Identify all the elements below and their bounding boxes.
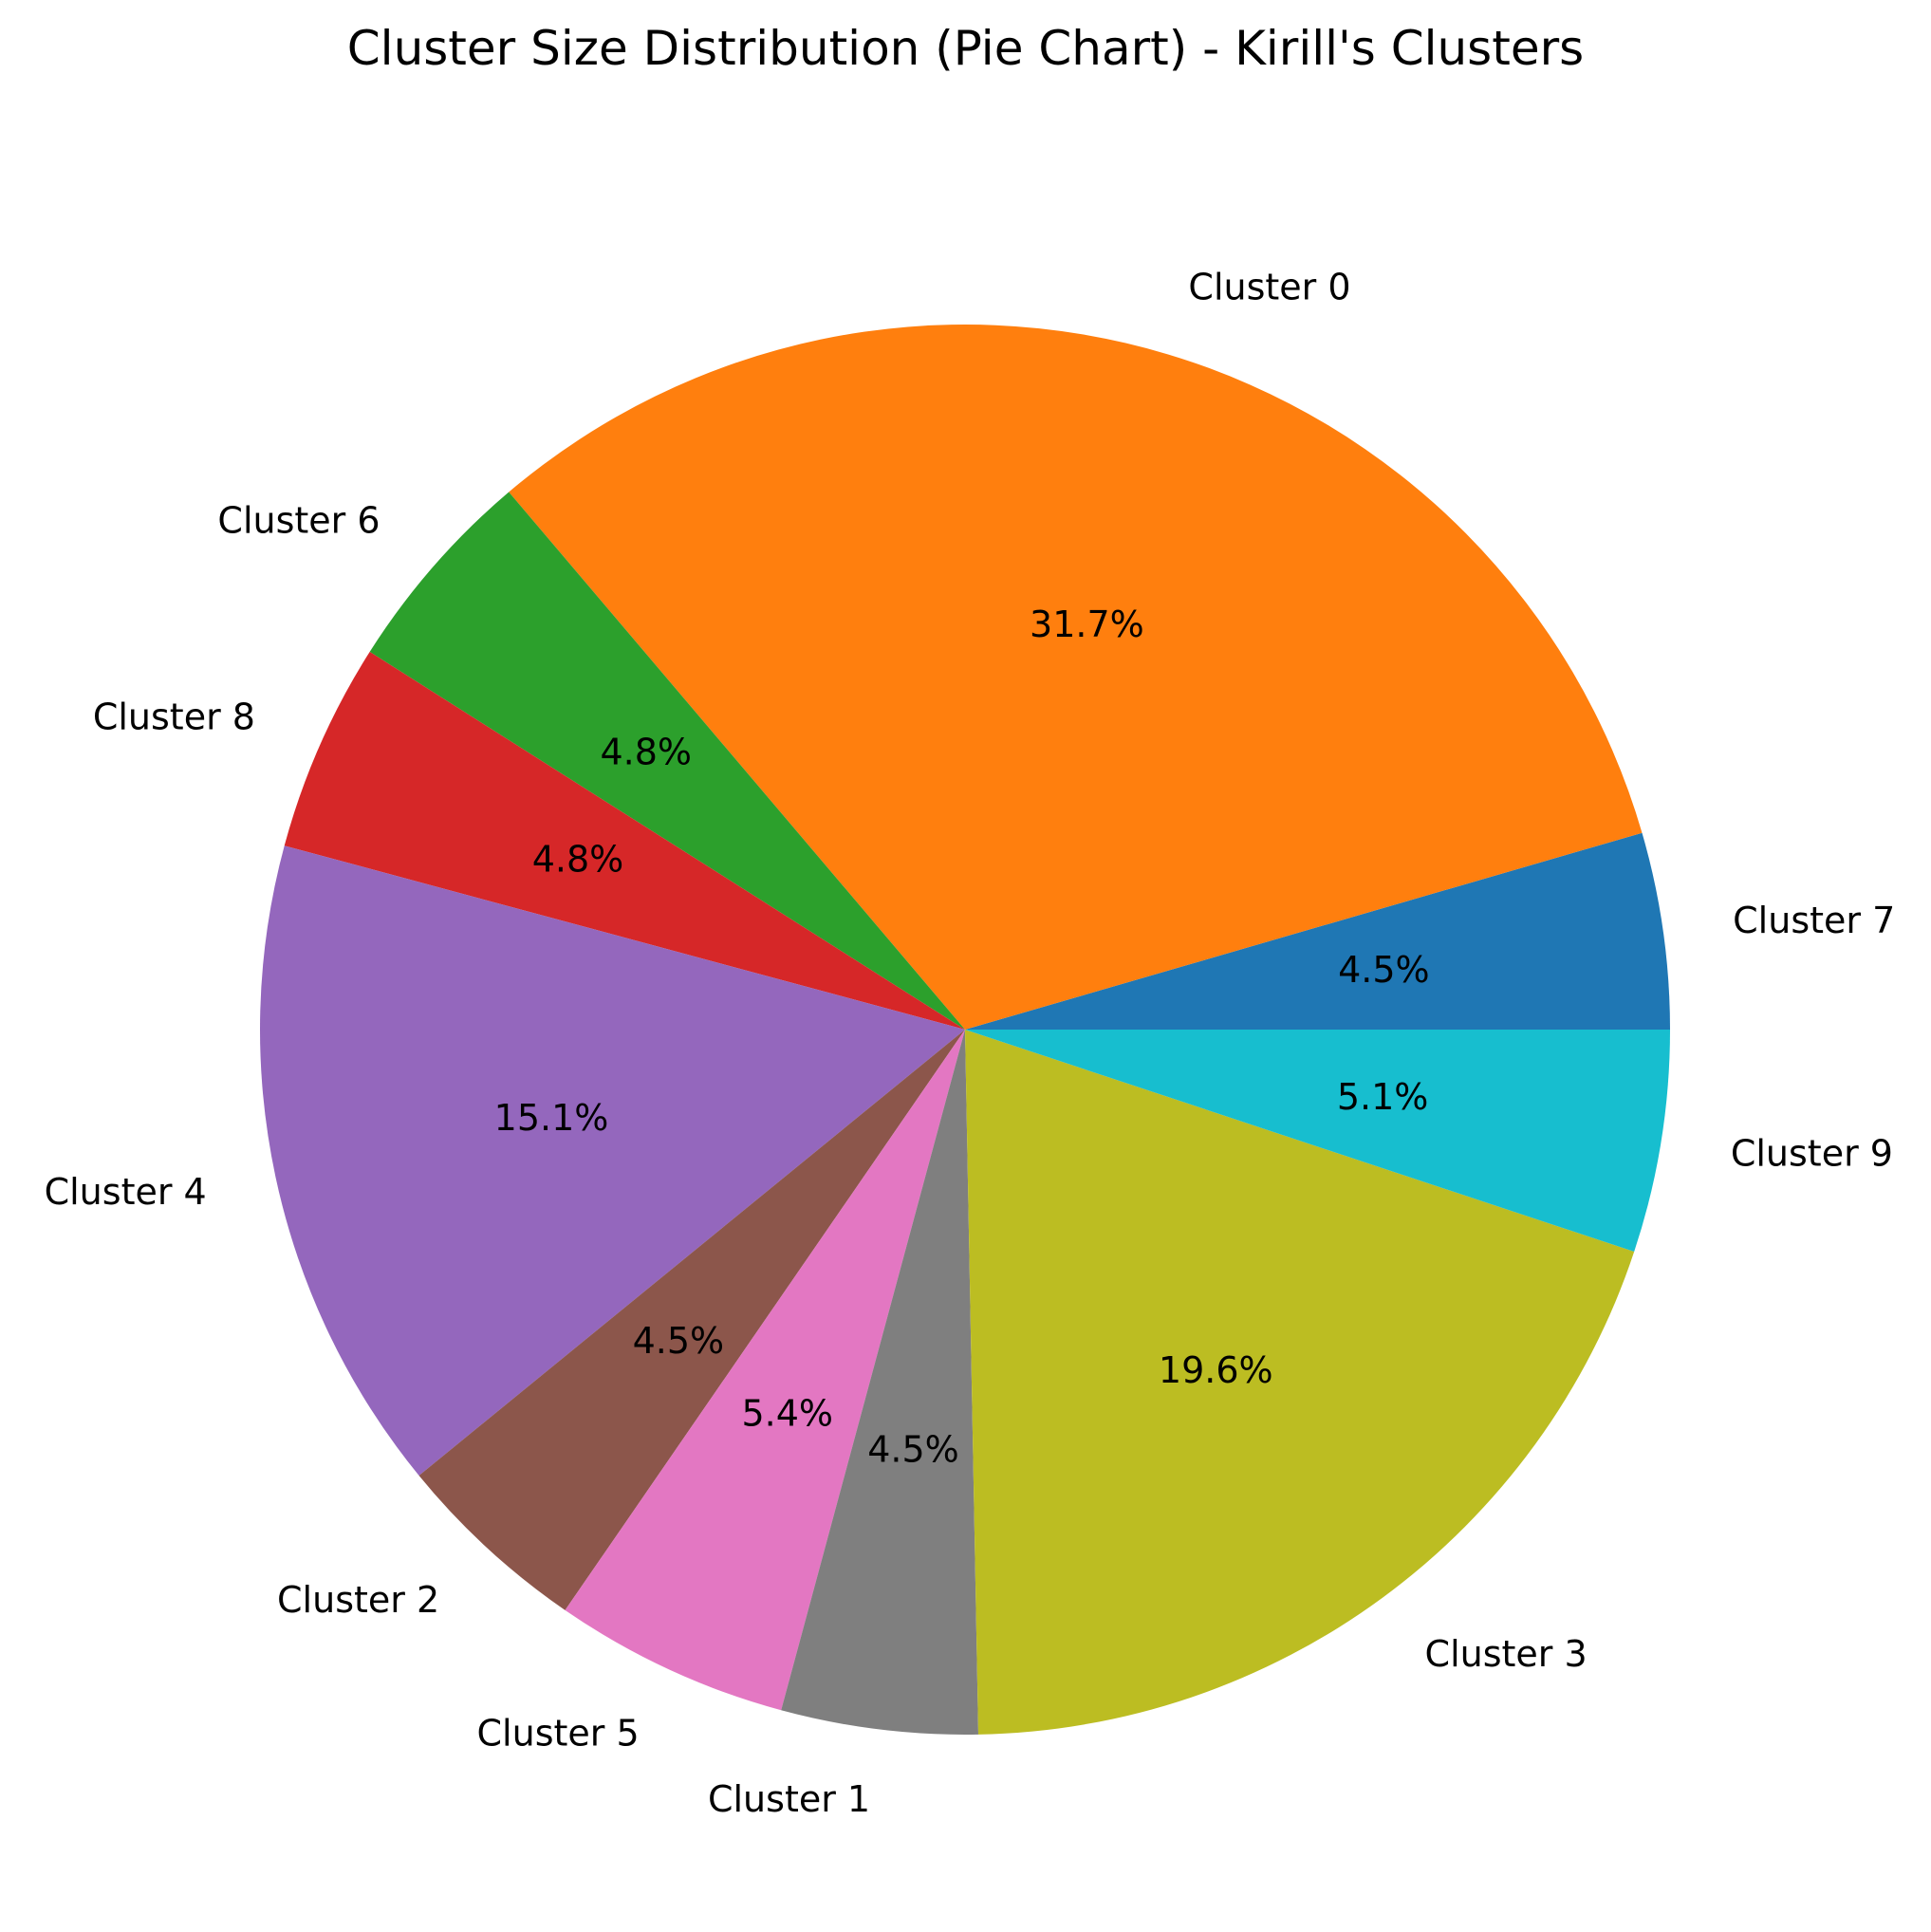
slice-label: Cluster 3	[1425, 1633, 1588, 1675]
slice-label: Cluster 9	[1731, 1132, 1893, 1174]
slice-percentage-label: 5.1%	[1337, 1076, 1429, 1118]
chart-title: Cluster Size Distribution (Pie Chart) - …	[346, 21, 1585, 76]
slice-label: Cluster 4	[45, 1171, 207, 1213]
slice-percentage-label: 15.1%	[494, 1097, 609, 1139]
pie-slices	[259, 324, 1670, 1735]
pie-slice-cluster-8	[284, 651, 965, 1030]
pie-labels: Cluster 7 4.5% Cluster 0 31.7% Cluster 6 4.8%…	[45, 266, 1896, 1820]
pie-slice-cluster-5	[565, 1030, 965, 1711]
slice-label: Cluster 8	[93, 697, 255, 738]
pie-slice-cluster-9	[965, 1030, 1670, 1253]
slice-label: Cluster 6	[217, 499, 380, 541]
slice-label: Cluster 2	[277, 1579, 439, 1621]
pie-slice-cluster-7	[965, 832, 1670, 1030]
pie-slice-cluster-4	[259, 845, 965, 1476]
slice-percentage-label: 31.7%	[1030, 604, 1144, 645]
slice-percentage-label: 4.8%	[532, 838, 624, 880]
pie-slice-cluster-2	[418, 1030, 966, 1610]
slice-percentage-label: 4.5%	[633, 1320, 725, 1362]
slice-percentage-label: 4.5%	[867, 1428, 959, 1470]
slice-label: Cluster 0	[1188, 266, 1350, 307]
pie-slice-cluster-1	[781, 1030, 979, 1735]
slice-percentage-label: 19.6%	[1159, 1349, 1273, 1391]
pie-slice-cluster-0	[509, 324, 1643, 1030]
slice-percentage-label: 4.8%	[600, 731, 692, 772]
slice-label: Cluster 7	[1733, 900, 1895, 941]
slice-label: Cluster 5	[477, 1713, 640, 1755]
slice-percentage-label: 5.4%	[741, 1393, 833, 1435]
slice-percentage-label: 4.5%	[1338, 949, 1430, 991]
pie-slice-cluster-3	[965, 1030, 1635, 1735]
pie-slice-cluster-6	[369, 492, 966, 1030]
slice-label: Cluster 1	[708, 1778, 870, 1820]
